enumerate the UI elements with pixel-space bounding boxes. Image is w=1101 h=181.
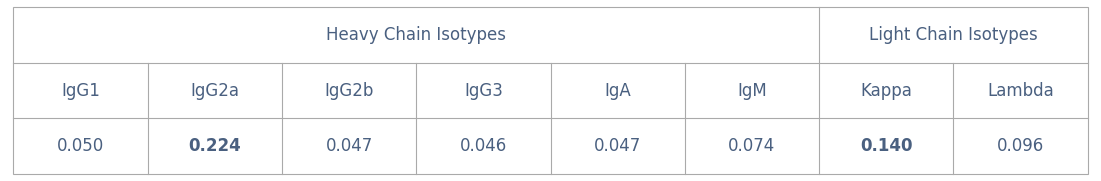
Text: 0.050: 0.050 [57, 137, 103, 155]
Text: 0.140: 0.140 [860, 137, 913, 155]
Text: Light Chain Isotypes: Light Chain Isotypes [869, 26, 1038, 44]
Text: 0.047: 0.047 [326, 137, 372, 155]
Text: IgM: IgM [737, 81, 767, 100]
Text: IgG1: IgG1 [61, 81, 100, 100]
Text: 0.096: 0.096 [998, 137, 1044, 155]
Text: IgG3: IgG3 [464, 81, 503, 100]
Text: IgA: IgA [604, 81, 631, 100]
Text: IgG2a: IgG2a [190, 81, 239, 100]
Text: 0.046: 0.046 [460, 137, 506, 155]
Text: Kappa: Kappa [860, 81, 913, 100]
Text: Heavy Chain Isotypes: Heavy Chain Isotypes [326, 26, 506, 44]
Text: IgG2b: IgG2b [325, 81, 373, 100]
Text: 0.224: 0.224 [188, 137, 241, 155]
Text: 0.074: 0.074 [729, 137, 775, 155]
Text: Lambda: Lambda [988, 81, 1054, 100]
Text: 0.047: 0.047 [595, 137, 641, 155]
